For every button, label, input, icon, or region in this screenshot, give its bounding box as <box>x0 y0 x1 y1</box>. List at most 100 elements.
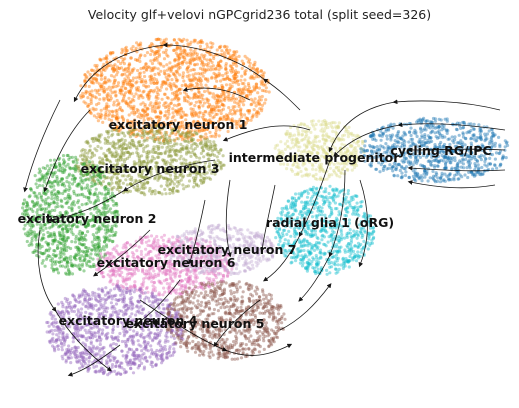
cell-point <box>151 189 155 194</box>
cell-point <box>237 119 241 123</box>
cell-point <box>209 41 213 45</box>
cell-point <box>177 107 181 112</box>
cell-point <box>141 108 146 112</box>
cell-point <box>232 97 236 101</box>
cell-point <box>198 80 202 84</box>
cell-point <box>38 246 42 250</box>
cell-point <box>210 107 214 111</box>
cell-point <box>162 103 166 107</box>
cell-point <box>136 88 140 92</box>
cell-point <box>103 154 107 158</box>
cell-point <box>128 91 132 95</box>
cell-point <box>160 235 164 239</box>
cell-point <box>57 180 62 184</box>
cell-point <box>158 122 163 126</box>
cell-point <box>121 60 125 64</box>
cell-point <box>211 67 215 71</box>
cell-point <box>104 306 108 310</box>
cell-point <box>229 125 233 130</box>
cell-point <box>258 95 262 99</box>
cell-point <box>112 100 116 104</box>
cell-point <box>83 151 87 155</box>
cell-point <box>66 196 70 200</box>
cell-point <box>124 91 128 95</box>
cell-point <box>253 88 257 92</box>
cell-point <box>168 81 172 85</box>
cell-point <box>213 126 217 130</box>
cell-point <box>131 84 135 88</box>
cell-point <box>247 109 252 113</box>
cell-point <box>238 109 243 114</box>
cell-point <box>173 139 177 143</box>
cell-point <box>177 179 181 184</box>
cell-point <box>178 46 182 50</box>
cell-point <box>151 126 155 130</box>
cell-point <box>225 45 229 49</box>
cell-point <box>80 264 84 268</box>
cell-point <box>126 189 130 193</box>
cell-point <box>86 104 90 108</box>
cell-point <box>59 338 63 342</box>
cell-point <box>189 40 193 44</box>
cell-point <box>186 70 190 74</box>
cell-point <box>214 100 218 104</box>
cell-point <box>83 148 87 152</box>
cell-point <box>206 105 211 109</box>
cell-point <box>128 177 132 181</box>
cell-point <box>52 201 56 205</box>
cell-point <box>114 274 118 278</box>
cell-point <box>26 204 30 208</box>
cell-point <box>177 103 182 107</box>
cell-point <box>127 63 131 67</box>
cell-point <box>155 38 159 42</box>
cell-point <box>208 52 212 57</box>
cell-point <box>208 118 212 122</box>
cell-point <box>213 97 217 101</box>
cell-point <box>148 116 152 120</box>
cell-point <box>90 181 94 185</box>
cell-point <box>208 130 212 134</box>
cell-point <box>199 100 203 104</box>
cell-point <box>115 117 120 121</box>
cell-point <box>185 131 189 135</box>
cell-point <box>185 66 189 70</box>
cell-point <box>179 38 183 42</box>
cell-point <box>120 72 125 77</box>
cell-point <box>94 78 98 82</box>
cell-point <box>101 120 105 124</box>
cell-point <box>56 168 61 172</box>
cell-point <box>52 249 56 253</box>
cell-point <box>118 105 122 110</box>
cell-point <box>247 58 252 62</box>
cell-point <box>159 111 163 115</box>
cell-point <box>219 165 223 169</box>
cell-point <box>131 120 135 124</box>
cell-point <box>205 127 209 131</box>
cell-point <box>184 277 188 281</box>
cell-point <box>66 256 70 260</box>
cell-point <box>178 73 182 77</box>
cell-point <box>194 113 199 117</box>
cell-point <box>149 131 153 135</box>
cell-point <box>139 191 143 195</box>
cell-point <box>128 135 132 139</box>
cell-point <box>233 76 237 80</box>
cell-point <box>212 153 217 157</box>
cell-point <box>22 201 26 205</box>
cell-point <box>72 255 76 259</box>
cell-point <box>98 97 102 101</box>
cell-point <box>45 164 50 168</box>
cell-point <box>149 128 153 132</box>
cell-point <box>189 84 193 88</box>
cell-point <box>215 98 219 102</box>
cell-point <box>233 119 237 123</box>
cell-point <box>162 176 166 180</box>
cell-point <box>126 120 130 124</box>
cell-point <box>140 349 144 353</box>
cell-point <box>179 52 183 56</box>
cell-point <box>132 290 136 294</box>
cell-point <box>115 244 119 248</box>
cell-point <box>157 272 161 276</box>
cell-point <box>98 58 102 62</box>
cell-point <box>173 273 177 277</box>
